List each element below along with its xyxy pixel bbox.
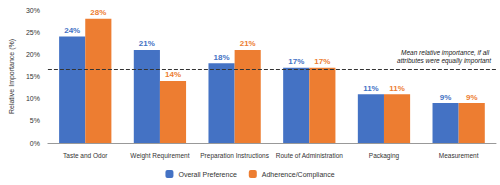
svg-text:30%: 30%: [26, 7, 40, 14]
svg-text:17%: 17%: [314, 57, 330, 66]
svg-text:15%: 15%: [26, 73, 40, 80]
svg-text:Weight Requirement: Weight Requirement: [130, 152, 189, 160]
svg-text:21%: 21%: [139, 39, 155, 48]
svg-text:24%: 24%: [64, 26, 80, 35]
svg-text:Preparation Instructions: Preparation Instructions: [200, 152, 269, 160]
svg-text:Packaging: Packaging: [369, 152, 400, 160]
svg-text:0%: 0%: [30, 140, 40, 147]
svg-text:25%: 25%: [26, 29, 40, 36]
svg-text:9%: 9%: [466, 93, 478, 102]
svg-text:18%: 18%: [214, 53, 230, 62]
svg-text:9%: 9%: [440, 93, 452, 102]
svg-text:Taste and Odor: Taste and Odor: [63, 152, 108, 159]
svg-text:5%: 5%: [30, 117, 40, 124]
svg-text:11%: 11%: [363, 84, 379, 93]
svg-text:Measurement: Measurement: [439, 152, 479, 159]
svg-text:20%: 20%: [26, 51, 40, 58]
svg-text:11%: 11%: [389, 84, 405, 93]
svg-text:attributes were equally import: attributes were equally important: [397, 57, 492, 65]
svg-text:14%: 14%: [165, 70, 181, 79]
svg-text:21%: 21%: [240, 39, 256, 48]
svg-text:Relative Importance (%): Relative Importance (%): [8, 39, 16, 114]
svg-text:Adherence/Compliance: Adherence/Compliance: [262, 171, 335, 179]
svg-text:Mean relative importance, if a: Mean relative importance, if all: [401, 49, 491, 57]
svg-text:10%: 10%: [26, 95, 40, 102]
svg-text:17%: 17%: [288, 57, 304, 66]
svg-text:Overall Preference: Overall Preference: [178, 171, 236, 178]
svg-text:Route of Administration: Route of Administration: [276, 152, 344, 159]
svg-text:28%: 28%: [90, 8, 106, 17]
